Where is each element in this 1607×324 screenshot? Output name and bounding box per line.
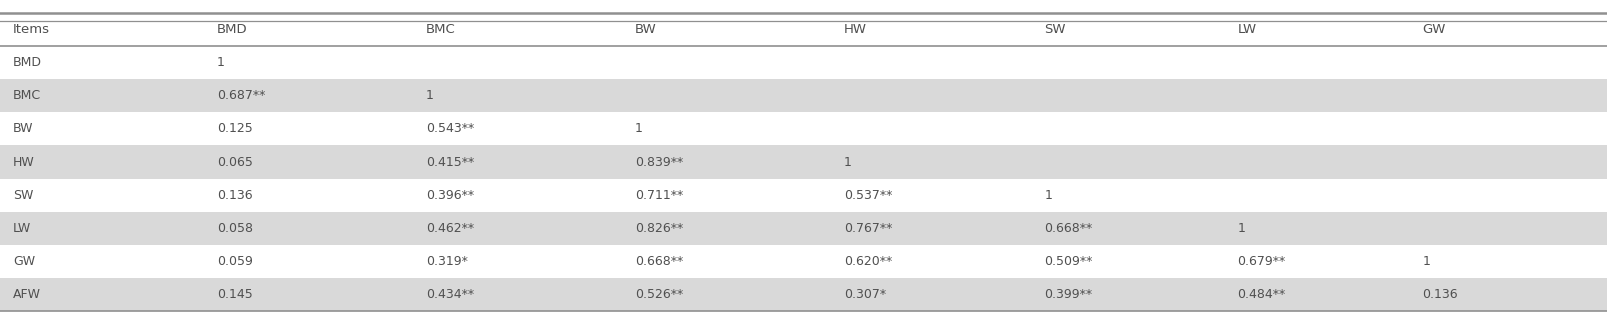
Text: HW: HW [13, 156, 35, 168]
Text: BMC: BMC [426, 23, 456, 36]
Text: SW: SW [13, 189, 34, 202]
Text: 0.668**: 0.668** [1045, 222, 1093, 235]
FancyBboxPatch shape [0, 145, 1607, 179]
Text: 0.826**: 0.826** [635, 222, 683, 235]
Text: 0.307*: 0.307* [844, 288, 885, 301]
Text: 0.462**: 0.462** [426, 222, 474, 235]
Text: 0.509**: 0.509** [1045, 255, 1093, 268]
Text: 0.136: 0.136 [217, 189, 252, 202]
Text: 0.543**: 0.543** [426, 122, 474, 135]
Text: 0.679**: 0.679** [1237, 255, 1286, 268]
Text: 1: 1 [635, 122, 643, 135]
Text: 1: 1 [1422, 255, 1430, 268]
Text: BW: BW [13, 122, 34, 135]
Text: 0.767**: 0.767** [844, 222, 892, 235]
Text: BMD: BMD [217, 23, 247, 36]
Text: HW: HW [844, 23, 866, 36]
Text: 0.668**: 0.668** [635, 255, 683, 268]
Text: 0.839**: 0.839** [635, 156, 683, 168]
Text: 0.620**: 0.620** [844, 255, 892, 268]
Text: 1: 1 [426, 89, 434, 102]
Text: 0.526**: 0.526** [635, 288, 683, 301]
Text: 0.058: 0.058 [217, 222, 252, 235]
Text: 1: 1 [217, 56, 225, 69]
Text: Items: Items [13, 23, 50, 36]
Text: 0.687**: 0.687** [217, 89, 265, 102]
Text: 0.415**: 0.415** [426, 156, 474, 168]
Text: SW: SW [1045, 23, 1065, 36]
Text: BMD: BMD [13, 56, 42, 69]
FancyBboxPatch shape [0, 212, 1607, 245]
Text: 0.434**: 0.434** [426, 288, 474, 301]
Text: 1: 1 [844, 156, 852, 168]
Text: 0.319*: 0.319* [426, 255, 468, 268]
Text: 1: 1 [1045, 189, 1053, 202]
Text: 0.484**: 0.484** [1237, 288, 1286, 301]
Text: 1: 1 [1237, 222, 1245, 235]
Text: BW: BW [635, 23, 657, 36]
Text: 0.125: 0.125 [217, 122, 252, 135]
Text: 0.396**: 0.396** [426, 189, 474, 202]
Text: GW: GW [1422, 23, 1446, 36]
Text: 0.711**: 0.711** [635, 189, 683, 202]
Text: LW: LW [1237, 23, 1257, 36]
Text: 0.399**: 0.399** [1045, 288, 1093, 301]
Text: 0.537**: 0.537** [844, 189, 892, 202]
Text: AFW: AFW [13, 288, 40, 301]
Text: 0.136: 0.136 [1422, 288, 1458, 301]
FancyBboxPatch shape [0, 79, 1607, 112]
Text: 0.145: 0.145 [217, 288, 252, 301]
Text: 0.059: 0.059 [217, 255, 252, 268]
Text: GW: GW [13, 255, 35, 268]
Text: BMC: BMC [13, 89, 42, 102]
Text: 0.065: 0.065 [217, 156, 252, 168]
Text: LW: LW [13, 222, 31, 235]
FancyBboxPatch shape [0, 278, 1607, 311]
